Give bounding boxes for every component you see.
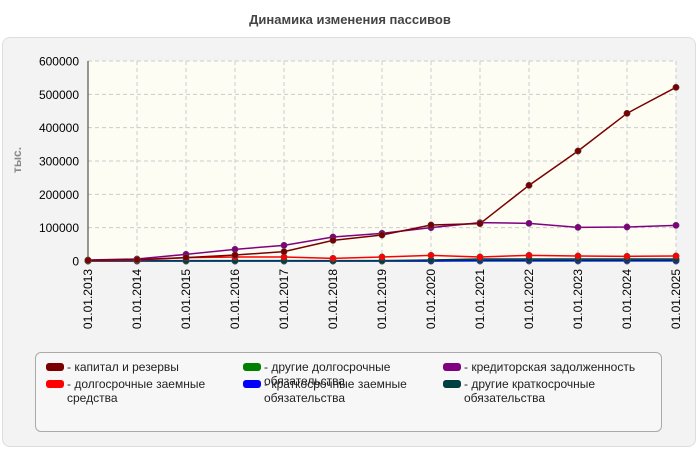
- data-point: [672, 83, 680, 91]
- data-point: [574, 223, 582, 231]
- legend-swatch: [443, 363, 461, 371]
- data-point: [280, 248, 288, 256]
- x-tick-label: 01.01.2014: [130, 269, 144, 329]
- data-point: [280, 241, 288, 249]
- data-point: [329, 254, 337, 262]
- chart-title: Динамика изменения пассивов: [249, 12, 451, 27]
- data-point: [623, 223, 631, 231]
- x-tick-label: 01.01.2024: [620, 269, 634, 329]
- legend-label: - капитал и резервы: [67, 360, 179, 374]
- legend-item: - капитал и резервы: [46, 360, 246, 374]
- data-point: [84, 256, 92, 264]
- x-tick-label: 01.01.2025: [669, 269, 683, 329]
- data-point: [672, 252, 680, 260]
- x-tick-label: 01.01.2015: [179, 269, 193, 329]
- legend-swatch: [46, 380, 64, 388]
- data-point: [476, 220, 484, 228]
- x-tick-label: 01.01.2020: [424, 269, 438, 329]
- x-tick-label: 01.01.2017: [277, 269, 291, 329]
- data-point: [133, 256, 141, 264]
- legend-label: - краткосрочные заемные обязательства: [264, 377, 407, 405]
- data-point: [378, 253, 386, 261]
- legend-swatch: [46, 363, 64, 371]
- y-tick-label: 200000: [39, 188, 79, 202]
- x-tick-label: 01.01.2022: [522, 269, 536, 329]
- y-tick-label: 500000: [39, 88, 79, 102]
- y-axis-label: тыс.: [10, 147, 24, 173]
- data-point: [525, 181, 533, 189]
- data-point: [525, 219, 533, 227]
- series-0: [84, 83, 680, 264]
- legend-swatch: [243, 380, 261, 388]
- x-tick-label: 01.01.2019: [375, 269, 389, 329]
- legend-item: - краткосрочные заемные обязательства: [243, 377, 443, 405]
- legend-item: - другие долгосрочные обязательства: [243, 360, 443, 388]
- legend: - капитал и резервы - долгосрочные заемны…: [35, 352, 662, 432]
- x-tick-label: 01.01.2021: [473, 269, 487, 329]
- x-tick-label: 01.01.2013: [81, 269, 95, 329]
- legend-item: - долгосрочные заемные средства: [46, 377, 246, 405]
- data-point: [574, 147, 582, 155]
- legend-label: - другие краткосрочные обязательства: [464, 377, 596, 405]
- y-tick-label: 400000: [39, 121, 79, 135]
- legend-label: - кредиторская задолженность: [464, 360, 636, 374]
- legend-label: - долгосрочные заемные средства: [67, 377, 206, 405]
- legend-swatch: [443, 380, 461, 388]
- data-point: [329, 236, 337, 244]
- data-point: [623, 252, 631, 260]
- data-point: [182, 254, 190, 262]
- data-point: [623, 109, 631, 117]
- data-point: [672, 221, 680, 229]
- x-tick-label: 01.01.2018: [326, 269, 340, 329]
- y-tick-label: 300000: [39, 155, 79, 169]
- data-point: [427, 221, 435, 229]
- legend-label: - другие долгосрочные обязательства: [264, 360, 391, 388]
- data-point: [574, 252, 582, 260]
- y-tick-label: 100000: [39, 221, 79, 235]
- y-tick-label: 600000: [39, 55, 79, 69]
- legend-item: - кредиторская задолженность: [443, 360, 643, 374]
- data-point: [525, 251, 533, 259]
- legend-swatch: [243, 363, 261, 371]
- legend-item: - другие краткосрочные обязательства: [443, 377, 643, 405]
- x-tick-label: 01.01.2016: [228, 269, 242, 329]
- data-point: [231, 251, 239, 259]
- y-tick-label: 0: [72, 255, 79, 269]
- x-tick-label: 01.01.2023: [571, 269, 585, 329]
- data-point: [476, 253, 484, 261]
- data-point: [427, 251, 435, 259]
- data-point: [378, 231, 386, 239]
